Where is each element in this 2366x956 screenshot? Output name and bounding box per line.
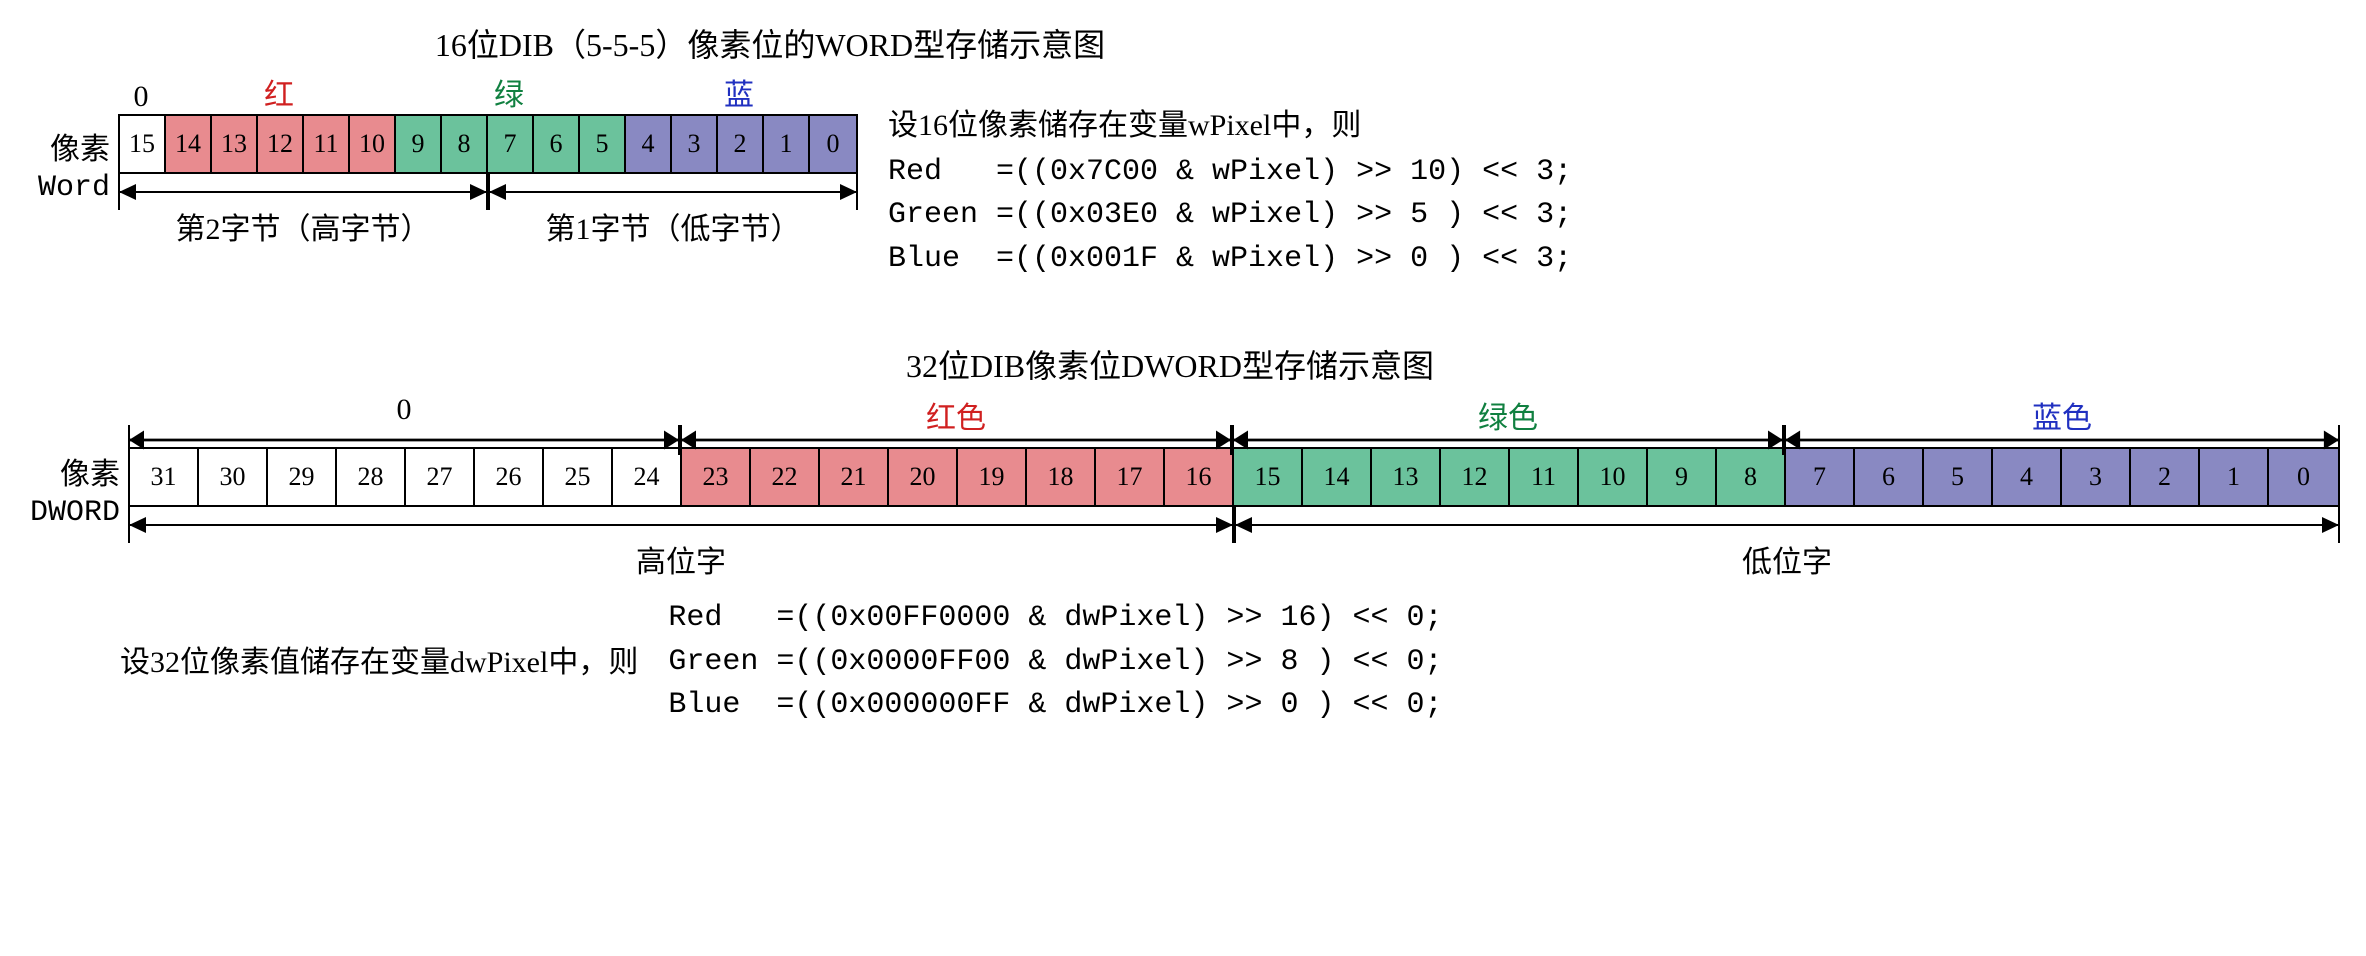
channel-32-arrow [1784, 425, 2340, 455]
bit32-cell: 22 [751, 449, 820, 505]
figure-16bit: 16位DIB（5-5-5）像素位的WORD型存储示意图 像素 Word 0 红 … [20, 20, 2346, 281]
caption-32: 设32位像素值储存在变量dwPixel中，则 Red =((0x00FF0000… [120, 597, 2346, 728]
caption-16-l1: 设16位像素储存在变量wPixel中，则 [888, 109, 1361, 142]
bit16-cell: 11 [304, 116, 350, 172]
channel-row-32: 0 红色 绿色 蓝色 [128, 395, 2340, 447]
bit32-cell: 7 [1786, 449, 1855, 505]
row-label-32-l2: DWORD [30, 496, 120, 530]
bit-row-32: 3130292827262524232221201918171615141312… [128, 447, 2340, 507]
bit32-cell: 16 [1165, 449, 1234, 505]
bit16-cell: 2 [718, 116, 764, 172]
bit32-cell: 21 [820, 449, 889, 505]
bit16-cell: 9 [396, 116, 442, 172]
bit16-cell: 1 [764, 116, 810, 172]
caption-16: 设16位像素储存在变量wPixel中，则 Red =((0x7C00 & wPi… [888, 74, 1572, 281]
channel-32-blue: 蓝色 [1784, 395, 2340, 447]
figure-32bit: 32位DIB像素位DWORD型存储示意图 像素 DWORD 0 红色 绿色 蓝色… [20, 341, 2346, 728]
channel-16-zero: 0 [118, 80, 164, 114]
bit16-cell: 6 [534, 116, 580, 172]
bit32-cell: 31 [130, 449, 199, 505]
channel-16-blue: 蓝 [624, 70, 854, 114]
bit16-cell: 10 [350, 116, 396, 172]
bit32-cell: 4 [1993, 449, 2062, 505]
bit32-cell: 27 [406, 449, 475, 505]
figure-16bit-title: 16位DIB（5-5-5）像素位的WORD型存储示意图 [20, 20, 1520, 66]
caption-32-left: 设32位像素值储存在变量dwPixel中，则 [120, 597, 668, 681]
bit32-cell: 5 [1924, 449, 1993, 505]
bit16-cell: 14 [166, 116, 212, 172]
bit32-cell: 11 [1510, 449, 1579, 505]
bit32-cell: 8 [1717, 449, 1786, 505]
bit32-cell: 30 [199, 449, 268, 505]
caption-32-l1: Red =((0x00FF0000 & dwPixel) >> 16) << 0… [668, 601, 1442, 635]
channel-32-label-zero: 0 [128, 393, 680, 427]
row-label-16-l1: 像素 [50, 133, 110, 166]
bit16-cell: 13 [212, 116, 258, 172]
bit32-cell: 29 [268, 449, 337, 505]
channel-16-green: 绿 [394, 70, 624, 114]
bit16-cell: 5 [580, 116, 626, 172]
figure-32bit-title: 32位DIB像素位DWORD型存储示意图 [20, 341, 2320, 387]
bit16-cell: 3 [672, 116, 718, 172]
bit32-cell: 13 [1372, 449, 1441, 505]
bit32-cell: 10 [1579, 449, 1648, 505]
caption-16-l3: Green =((0x03E0 & wPixel) >> 5 ) << 3; [888, 198, 1572, 232]
bit16-cell: 12 [258, 116, 304, 172]
bit32-cell: 6 [1855, 449, 1924, 505]
bit16-cell: 8 [442, 116, 488, 172]
caption-16-l4: Blue =((0x001F & wPixel) >> 0 ) << 3; [888, 242, 1572, 276]
caption-32-l3: Blue =((0x000000FF & dwPixel) >> 0 ) << … [668, 688, 1442, 722]
bit32-cell: 1 [2200, 449, 2269, 505]
row-label-16-l2: Word [38, 171, 110, 205]
bit32-cell: 14 [1303, 449, 1372, 505]
byte2-label: 第2字节（高字节） [118, 204, 488, 248]
bit32-cell: 19 [958, 449, 1027, 505]
channel-32-arrow [680, 425, 1232, 455]
bit16-cell: 4 [626, 116, 672, 172]
bit16-cell: 0 [810, 116, 856, 172]
byte-row-16: 第2字节（高字节） 第1字节（低字节） [118, 174, 858, 244]
bit32-cell: 15 [1234, 449, 1303, 505]
highword-label: 高位字 [128, 537, 1234, 581]
bit32-cell: 2 [2131, 449, 2200, 505]
channel-32-zero: 0 [128, 395, 680, 447]
channel-32-arrow [128, 425, 680, 455]
bit-row-16: 1514131211109876543210 [118, 114, 858, 174]
bit32-cell: 24 [613, 449, 682, 505]
lowword-label: 低位字 [1234, 537, 2340, 581]
bit32-cell: 26 [475, 449, 544, 505]
caption-32-l2: Green =((0x0000FF00 & dwPixel) >> 8 ) <<… [668, 645, 1442, 679]
row-label-32-l1: 像素 [60, 458, 120, 491]
bit32-cell: 9 [1648, 449, 1717, 505]
bit32-cell: 12 [1441, 449, 1510, 505]
channel-32-arrow [1232, 425, 1784, 455]
channel-32-green: 绿色 [1232, 395, 1784, 447]
bit32-cell: 18 [1027, 449, 1096, 505]
channel-16-red: 红 [164, 70, 394, 114]
row-label-32: 像素 DWORD [20, 395, 128, 531]
channel-row-16: 0 红 绿 蓝 [118, 74, 858, 114]
caption-32-right: Red =((0x00FF0000 & dwPixel) >> 16) << 0… [668, 597, 1442, 728]
bit16-cell: 7 [488, 116, 534, 172]
bit32-cell: 25 [544, 449, 613, 505]
bit32-cell: 28 [337, 449, 406, 505]
bit32-cell: 23 [682, 449, 751, 505]
word-row-32: 高位字 低位字 [128, 507, 2340, 577]
byte1-label: 第1字节（低字节） [488, 204, 858, 248]
bit32-cell: 17 [1096, 449, 1165, 505]
bit16-cell: 15 [120, 116, 166, 172]
row-label-16: 像素 Word [20, 74, 118, 206]
caption-16-l2: Red =((0x7C00 & wPixel) >> 10) << 3; [888, 155, 1572, 189]
channel-32-red: 红色 [680, 395, 1232, 447]
bit32-cell: 0 [2269, 449, 2338, 505]
bit32-cell: 20 [889, 449, 958, 505]
bit32-cell: 3 [2062, 449, 2131, 505]
